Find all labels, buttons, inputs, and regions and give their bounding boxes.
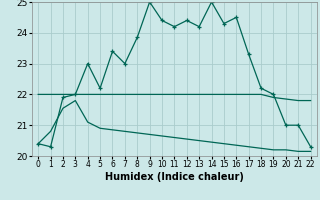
X-axis label: Humidex (Indice chaleur): Humidex (Indice chaleur) xyxy=(105,172,244,182)
